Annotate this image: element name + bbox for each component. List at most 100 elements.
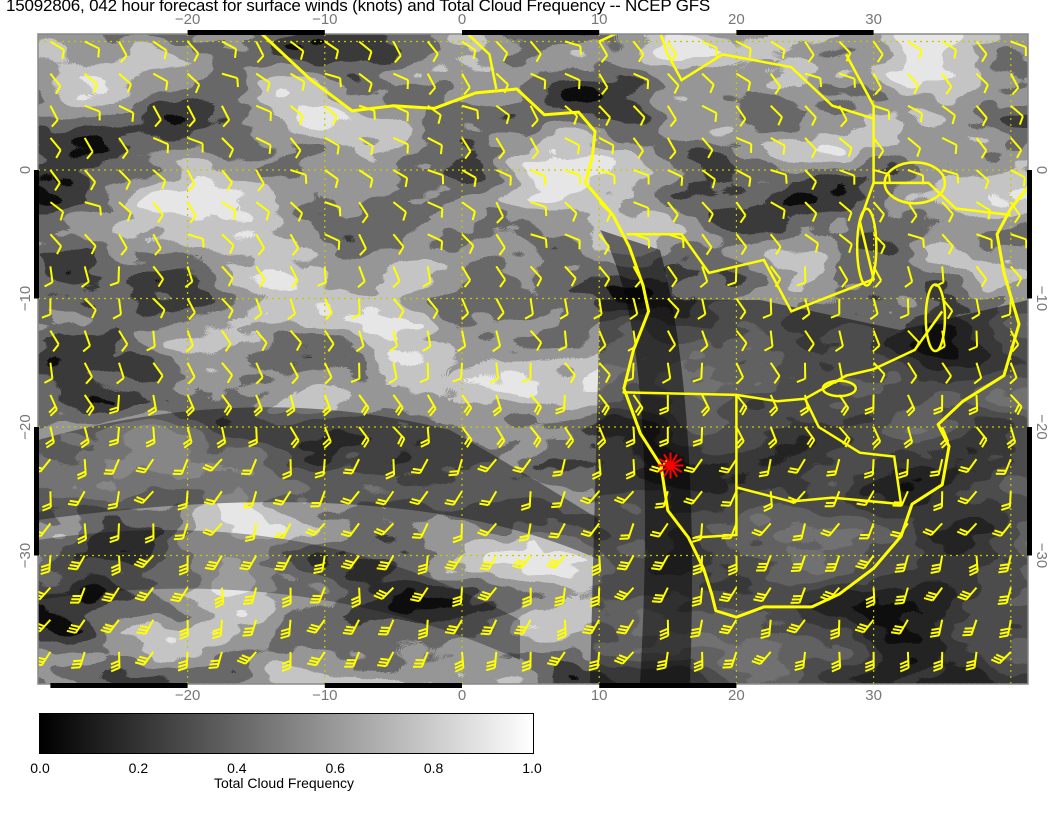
wind-barb [419,362,430,384]
wind-barb [324,136,340,155]
wind-barb [1009,683,1011,684]
top-axis-bar [187,30,325,35]
wind-barb [872,137,885,159]
wind-barb [735,40,752,58]
wind-barb [934,266,945,288]
wind-barb [427,201,444,218]
wind-barb [274,522,292,539]
wind-barb [923,587,944,602]
wind-barb [667,201,679,223]
wind-barb [178,555,189,576]
wind-barb [448,458,463,477]
wind-barb [651,587,669,604]
wind-barb [804,426,816,449]
wind-barb [906,394,916,417]
wind-barb [426,297,439,320]
wind-barb [768,394,779,417]
wind-barb [907,233,925,248]
wind-barb [203,490,223,506]
wind-barb [67,555,86,571]
wind-barb [152,201,164,224]
wind-barb [830,298,841,319]
wind-barb [865,587,876,609]
wind-barb [551,490,566,509]
wind-barb [790,555,806,573]
wind-barb [770,169,788,184]
wind-barb [321,394,332,417]
wind-barb [933,394,944,415]
wind-barb [564,104,579,125]
wind-barb [420,426,430,448]
wind-barb [790,587,806,604]
wind-barb [340,554,360,570]
wind-barb [804,40,815,63]
wind-barb [619,523,635,540]
wind-barb [770,40,786,59]
wind-barb [564,72,581,90]
wind-barb [255,41,265,64]
wind-barb [221,330,232,352]
wind-barb [825,555,841,572]
wind-barb [152,362,164,384]
wind-barb [392,297,405,320]
wind-barb [116,362,125,385]
wind-barb [530,201,548,217]
wind-barb [890,619,909,635]
map-plot: −20 −20 −10 −10 0 0 10 10 20 20 30 30 0 0 −10 −10 −20 −20… [17,11,1050,700]
wind-barb [854,619,875,634]
wind-barb [461,104,480,120]
wind-barb [799,394,810,417]
wind-barb [692,426,704,447]
wind-barb [255,136,272,155]
wind-barb [692,555,704,576]
country-border [736,398,903,506]
wind-barb [77,523,88,545]
country-border [465,34,498,90]
wind-barb [769,233,782,256]
wind-barb [236,651,257,665]
wind-barb [202,522,223,537]
wind-barb [289,362,299,385]
wind-barb [187,233,205,248]
wind-barb [351,298,361,319]
wind-barb [221,362,233,384]
wind-barb [83,297,97,319]
wind-barb [323,362,333,385]
wind-barb [452,587,463,608]
wind-barb [965,651,978,671]
wind-barb [579,490,600,505]
wind-barb [598,362,611,384]
wind-barb [118,72,132,93]
wind-barb [152,169,167,190]
wind-barb [735,394,748,416]
wind-barb [564,201,578,222]
wind-barb [838,426,851,448]
wind-barb [461,298,470,321]
wind-barb [692,362,704,383]
wind-barb [957,586,978,601]
wind-barb [613,651,635,665]
wind-barb [894,587,909,605]
wind-barb [873,104,891,120]
wind-barb [485,651,498,672]
wind-barb [975,72,989,94]
wind-barb [202,458,223,472]
wind-barb [831,651,842,673]
country-border [598,34,874,120]
wind-barb [666,40,678,63]
wind-barb [598,73,609,96]
left-lat-tick-label: −20 [17,414,34,439]
wind-barb [735,169,752,187]
wind-barb [324,40,340,60]
wind-barb [324,233,341,251]
wind-barb [255,265,266,288]
wind-barb [170,587,189,603]
wind-barb [1009,201,1021,224]
left-axis-bar [34,170,39,299]
wind-barb [305,522,326,537]
wind-barb [495,72,509,94]
wind-barb [289,426,300,449]
wind-barb [289,201,304,222]
wind-barb [83,137,94,160]
wind-barb [529,394,543,416]
